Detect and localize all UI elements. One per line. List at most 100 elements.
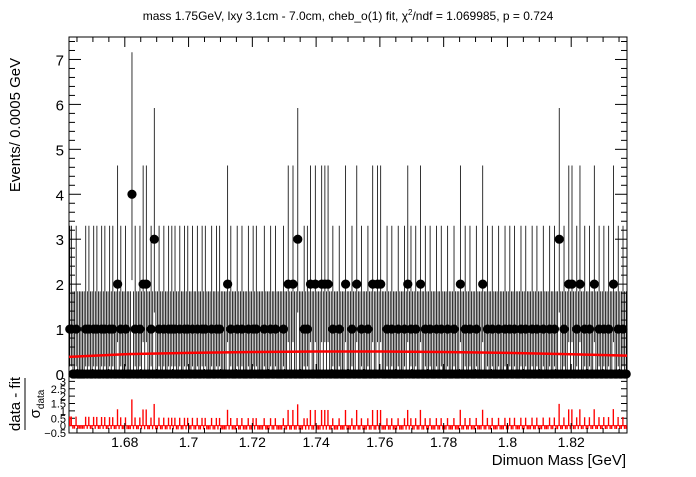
pull-bar <box>367 418 369 426</box>
pull-bar <box>126 425 128 430</box>
pull-bar <box>314 409 316 426</box>
pull-bar <box>96 416 98 426</box>
pull-bar <box>403 418 406 426</box>
upper-data-point <box>215 324 225 334</box>
x-tick-label: 1.74 <box>302 434 329 450</box>
pull-bar <box>513 417 516 426</box>
pull-bar <box>249 425 251 430</box>
pull-bar <box>236 418 238 426</box>
pull-bar <box>615 425 618 429</box>
pull-bar <box>524 417 527 426</box>
upper-x-ticks <box>76 37 620 374</box>
pull-bar <box>78 425 80 429</box>
pull-bar <box>295 425 297 430</box>
pull-bar <box>392 425 394 430</box>
pull-bar <box>252 418 254 426</box>
pull-bar <box>418 425 420 430</box>
pull-bar <box>296 404 299 426</box>
pull-bar <box>483 425 485 430</box>
upper-data-point <box>604 324 614 334</box>
lower-y-tick-label: 2.5 <box>51 384 66 396</box>
pull-bar <box>617 416 619 426</box>
lower-y-tick-label: 1 <box>60 406 66 418</box>
pull-bar <box>268 425 270 430</box>
pull-bar <box>488 425 490 430</box>
x-tick-label: 1.8 <box>498 434 518 450</box>
pull-bar <box>341 425 343 430</box>
pull-bar <box>317 425 320 430</box>
pull-bar <box>402 425 404 430</box>
pull-bar <box>161 425 163 430</box>
pull-bar <box>515 425 517 430</box>
pull-bar <box>478 425 481 430</box>
pull-bar <box>123 425 125 430</box>
pull-bar <box>528 425 530 430</box>
pull-bar <box>560 425 562 430</box>
pull-bar <box>499 425 501 430</box>
pull-bar <box>91 425 93 429</box>
pull-bar <box>435 418 438 426</box>
pull-bar <box>599 425 602 430</box>
upper-data-point <box>549 324 560 334</box>
upper-data-point <box>415 279 426 289</box>
pull-bar <box>116 409 119 426</box>
pull-bar <box>348 425 350 430</box>
pull-bar <box>493 425 495 430</box>
pull-bar <box>332 418 334 426</box>
pull-bar <box>320 409 323 426</box>
pull-bar <box>438 425 441 430</box>
upper-y-tick-label: 6 <box>56 97 64 114</box>
upper-data-point <box>510 324 520 334</box>
pull-bar <box>177 425 179 430</box>
pull-bar <box>612 409 615 426</box>
pull-bar <box>446 418 449 426</box>
x-axis-label: Dimuon Mass [GeV] <box>492 452 626 469</box>
pull-bar <box>572 425 575 430</box>
pull-bar <box>375 425 377 430</box>
pull-bar <box>512 425 514 430</box>
pull-bar <box>175 425 178 430</box>
pull-bar <box>397 418 399 426</box>
pull-bar <box>450 425 452 430</box>
pull-bar <box>282 418 284 426</box>
pull-bar <box>352 425 355 430</box>
pull-bar <box>190 425 192 430</box>
pull-bar <box>333 425 336 430</box>
pull-bar <box>225 425 227 430</box>
upper-data-points <box>65 189 631 379</box>
pull-bar <box>564 425 567 430</box>
upper-data-point <box>127 189 137 199</box>
pull-bar <box>623 425 626 429</box>
pull-bar <box>108 417 111 426</box>
fit-curve <box>68 350 628 359</box>
pull-bar <box>496 425 498 430</box>
pull-bar <box>611 425 613 429</box>
pull-bar <box>603 417 605 426</box>
pull-bar <box>287 409 289 426</box>
pull-bar <box>199 425 202 430</box>
pull-bar <box>448 425 450 430</box>
pull-bar <box>188 425 190 430</box>
lower-y-tick-label: −0.5 <box>44 428 66 440</box>
pull-bar <box>159 425 162 430</box>
upper-data-point <box>387 324 397 334</box>
pull-bar <box>516 425 519 430</box>
pull-bar <box>510 425 512 430</box>
pull-bar <box>469 417 471 426</box>
pull-bar <box>354 425 356 430</box>
upper-data-point <box>376 279 386 289</box>
pull-bar <box>304 425 307 430</box>
pull-bar <box>335 425 337 430</box>
lower-y-tick-label: 2 <box>60 391 66 403</box>
upper-data-point <box>108 324 118 334</box>
pull-bar <box>102 425 104 429</box>
pull-bar <box>363 425 366 430</box>
pull-bar <box>383 425 385 430</box>
pull-bar <box>406 409 409 426</box>
pull-bar <box>485 425 487 430</box>
pull-bar <box>386 418 388 426</box>
lower-y-label-sub: data <box>36 389 47 409</box>
pull-bar <box>410 418 412 426</box>
upper-y-tick-label: 7 <box>56 52 64 69</box>
upper-data-point <box>223 279 233 289</box>
